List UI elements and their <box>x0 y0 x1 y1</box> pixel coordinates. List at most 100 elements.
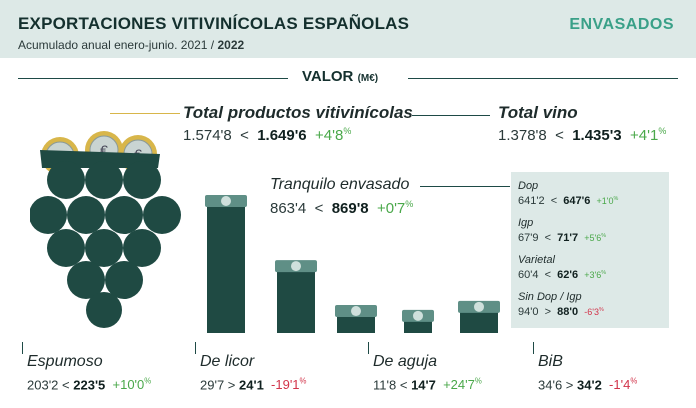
v2021: 863'4 <box>270 200 307 217</box>
product-value: 34'6 > 34'2 -1'4% <box>538 377 637 392</box>
change: -19'1 <box>271 377 300 393</box>
cmp: < <box>550 195 558 207</box>
product-label: De aguja <box>373 353 438 370</box>
v2021: 34'6 <box>538 377 563 393</box>
v2021: 67'9 <box>518 232 539 244</box>
change: +0'7 <box>376 200 406 217</box>
change-wrap: +1'0% <box>596 196 618 206</box>
breakdown-value: 641'2 < 647'6 +1'0% <box>518 195 618 207</box>
banknote-stack-icon <box>335 305 377 333</box>
product-value: 29'7 > 24'1 -19'1% <box>200 377 306 392</box>
v2022: 34'2 <box>577 377 602 393</box>
product-label: BiB <box>538 353 563 370</box>
breakdown-value: 67'9 < 71'7 +5'6% <box>518 232 606 244</box>
change-unit: % <box>598 307 604 313</box>
v2021: 94'0 <box>518 306 539 318</box>
connector-tranquilo <box>420 186 510 187</box>
product-bracket <box>22 342 23 354</box>
cmp: < <box>240 127 249 144</box>
banknote-top <box>458 300 500 313</box>
change: +24'7 <box>443 377 475 393</box>
product-label: Espumoso <box>27 353 103 370</box>
subtitle-year: 2022 <box>217 38 245 52</box>
value-total-vino: 1.378'8 < 1.435'3 +4'1% <box>498 126 666 144</box>
v2022: 869'8 <box>331 200 369 217</box>
label-total-productos: Total productos vitivinícolas <box>183 103 413 122</box>
bar <box>337 311 375 333</box>
banknote-top <box>335 305 377 318</box>
change: +10'0 <box>112 377 145 393</box>
change-wrap: -19'1% <box>271 377 306 392</box>
v2022: 1.649'6 <box>257 127 307 144</box>
page-title: EXPORTACIONES VITIVINÍCOLAS ESPAÑOLAS <box>18 14 410 33</box>
v2022: 647'6 <box>563 195 591 207</box>
product-bracket <box>195 342 196 354</box>
cmp: > <box>227 377 236 393</box>
cmp: < <box>62 377 70 393</box>
leader-line-total <box>110 113 180 114</box>
v2021: 641'2 <box>518 195 545 207</box>
section-title: VALOR <box>302 68 354 85</box>
change-wrap: +24'7% <box>443 377 482 392</box>
cmp: < <box>399 377 408 393</box>
banknote-stack-icon <box>402 309 434 333</box>
bar <box>207 201 245 333</box>
banknote-top <box>205 195 247 207</box>
change: +5'6 <box>584 233 602 243</box>
change-unit: % <box>474 377 482 386</box>
change-unit: % <box>630 377 638 386</box>
subtitle-prefix: Acumulado anual enero-junio. 2021 / <box>18 38 218 52</box>
v2022: 14'7 <box>411 377 436 393</box>
change: +4'8 <box>315 127 344 144</box>
change-unit: % <box>601 233 607 239</box>
bar <box>404 315 432 333</box>
banknote-top <box>402 309 434 322</box>
breakdown-value: 60'4 < 62'6 +3'6% <box>518 269 606 281</box>
change-wrap: +4'1% <box>630 126 667 144</box>
section-rule-right <box>408 78 678 79</box>
cmp: > <box>544 306 552 318</box>
change: -6'3 <box>584 307 599 317</box>
change-unit: % <box>658 126 667 136</box>
cmp: < <box>544 232 552 244</box>
label-total-vino: Total vino <box>498 103 578 122</box>
v2022: 62'6 <box>557 269 579 281</box>
breakdown-value: 94'0 > 88'0 -6'3% <box>518 306 604 318</box>
grape-cluster-icon: € € € <box>30 131 181 328</box>
change: +4'1 <box>630 127 659 144</box>
section-unit: (M€) <box>357 73 379 84</box>
section-label: VALOR (M€) <box>302 68 378 85</box>
v2021: 1.378'8 <box>498 127 547 144</box>
change: -1'4 <box>609 377 631 393</box>
cmp: < <box>555 127 564 144</box>
change-unit: % <box>405 199 414 209</box>
breakdown-label: Igp <box>518 217 534 229</box>
change-unit: % <box>613 196 619 202</box>
v2021: 203'2 <box>27 377 59 393</box>
change-wrap: +0'7% <box>376 199 414 217</box>
breakdown-label: Dop <box>518 180 539 192</box>
product-bracket <box>368 342 369 354</box>
cmp: > <box>565 377 574 393</box>
v2022: 223'5 <box>73 377 106 393</box>
cmp: < <box>314 200 324 217</box>
product-value: 11'8 < 14'7 +24'7% <box>373 377 482 392</box>
v2021: 1.574'8 <box>183 127 232 144</box>
page-subtitle: Acumulado anual enero-junio. 2021 / 2022 <box>18 38 244 52</box>
change-unit: % <box>299 377 307 386</box>
product-bracket <box>533 342 534 354</box>
change-wrap: -6'3% <box>584 307 604 317</box>
v2021: 11'8 <box>373 377 397 393</box>
header-band <box>0 0 696 58</box>
bar <box>277 266 315 333</box>
v2021: 60'4 <box>518 269 539 281</box>
banknote-top <box>275 260 317 273</box>
change-wrap: -1'4% <box>609 377 637 392</box>
change-unit: % <box>343 126 352 136</box>
euro-mark <box>351 306 361 317</box>
euro-mark <box>474 301 484 312</box>
category-tag: ENVASADOS <box>569 16 674 33</box>
breakdown-label: Varietal <box>518 254 555 266</box>
change: +3'6 <box>584 270 602 280</box>
change-wrap: +5'6% <box>584 233 606 243</box>
